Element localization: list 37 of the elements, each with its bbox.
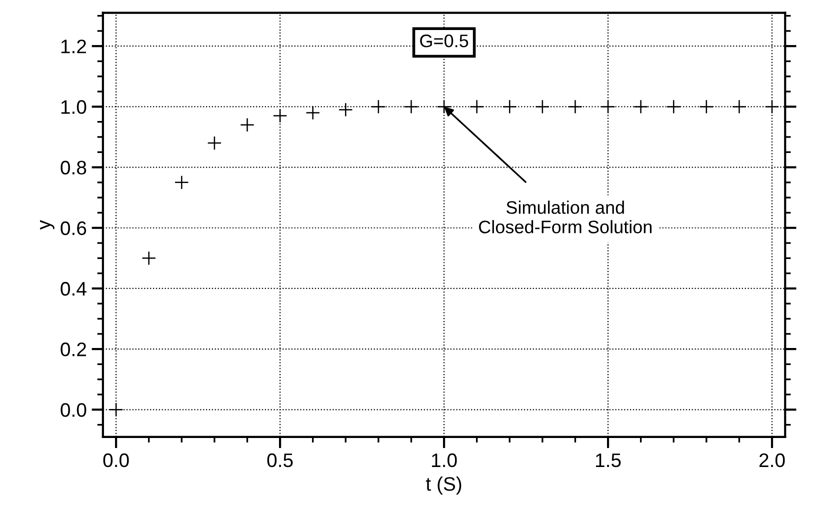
point (634, 99, 648, 114)
point (174, 175, 189, 190)
x-tick-label: 2.0 (759, 453, 785, 468)
point (666, 99, 681, 114)
x-tick-label: 1.0 (432, 453, 457, 468)
point (535, 99, 550, 114)
y-axis-title: y (40, 220, 54, 230)
point (502, 99, 517, 114)
annotation: Simulation and Closed-Form Solution (479, 200, 652, 234)
x-tick-label: 0.0 (103, 453, 129, 468)
point (568, 99, 582, 114)
point (404, 99, 418, 114)
y-tick-label: 0.0 (60, 403, 86, 417)
x-tick-label: 0.5 (267, 453, 293, 468)
point (600, 99, 616, 114)
point (764, 99, 780, 114)
point (142, 250, 156, 266)
annotation: G=0.5 (420, 34, 468, 48)
y-tick-label: 1.2 (61, 40, 86, 54)
point (470, 99, 484, 114)
point (436, 99, 452, 114)
point (338, 102, 353, 117)
y-tick-label: 0.8 (60, 160, 86, 175)
y-tick-label: 0.4 (60, 282, 86, 296)
point (272, 108, 288, 123)
point (732, 99, 746, 114)
point (371, 99, 386, 114)
point (699, 99, 714, 114)
y-tick-label: 0.2 (60, 342, 86, 356)
y-tick-label: 0.6 (60, 221, 86, 236)
x-tick-label: 1.5 (596, 454, 621, 468)
point (306, 106, 320, 120)
x-axis-title: t (S) (426, 476, 462, 495)
point (207, 136, 222, 150)
point (108, 402, 124, 417)
point (240, 118, 254, 132)
y-tick-label: 1.0 (61, 100, 86, 114)
